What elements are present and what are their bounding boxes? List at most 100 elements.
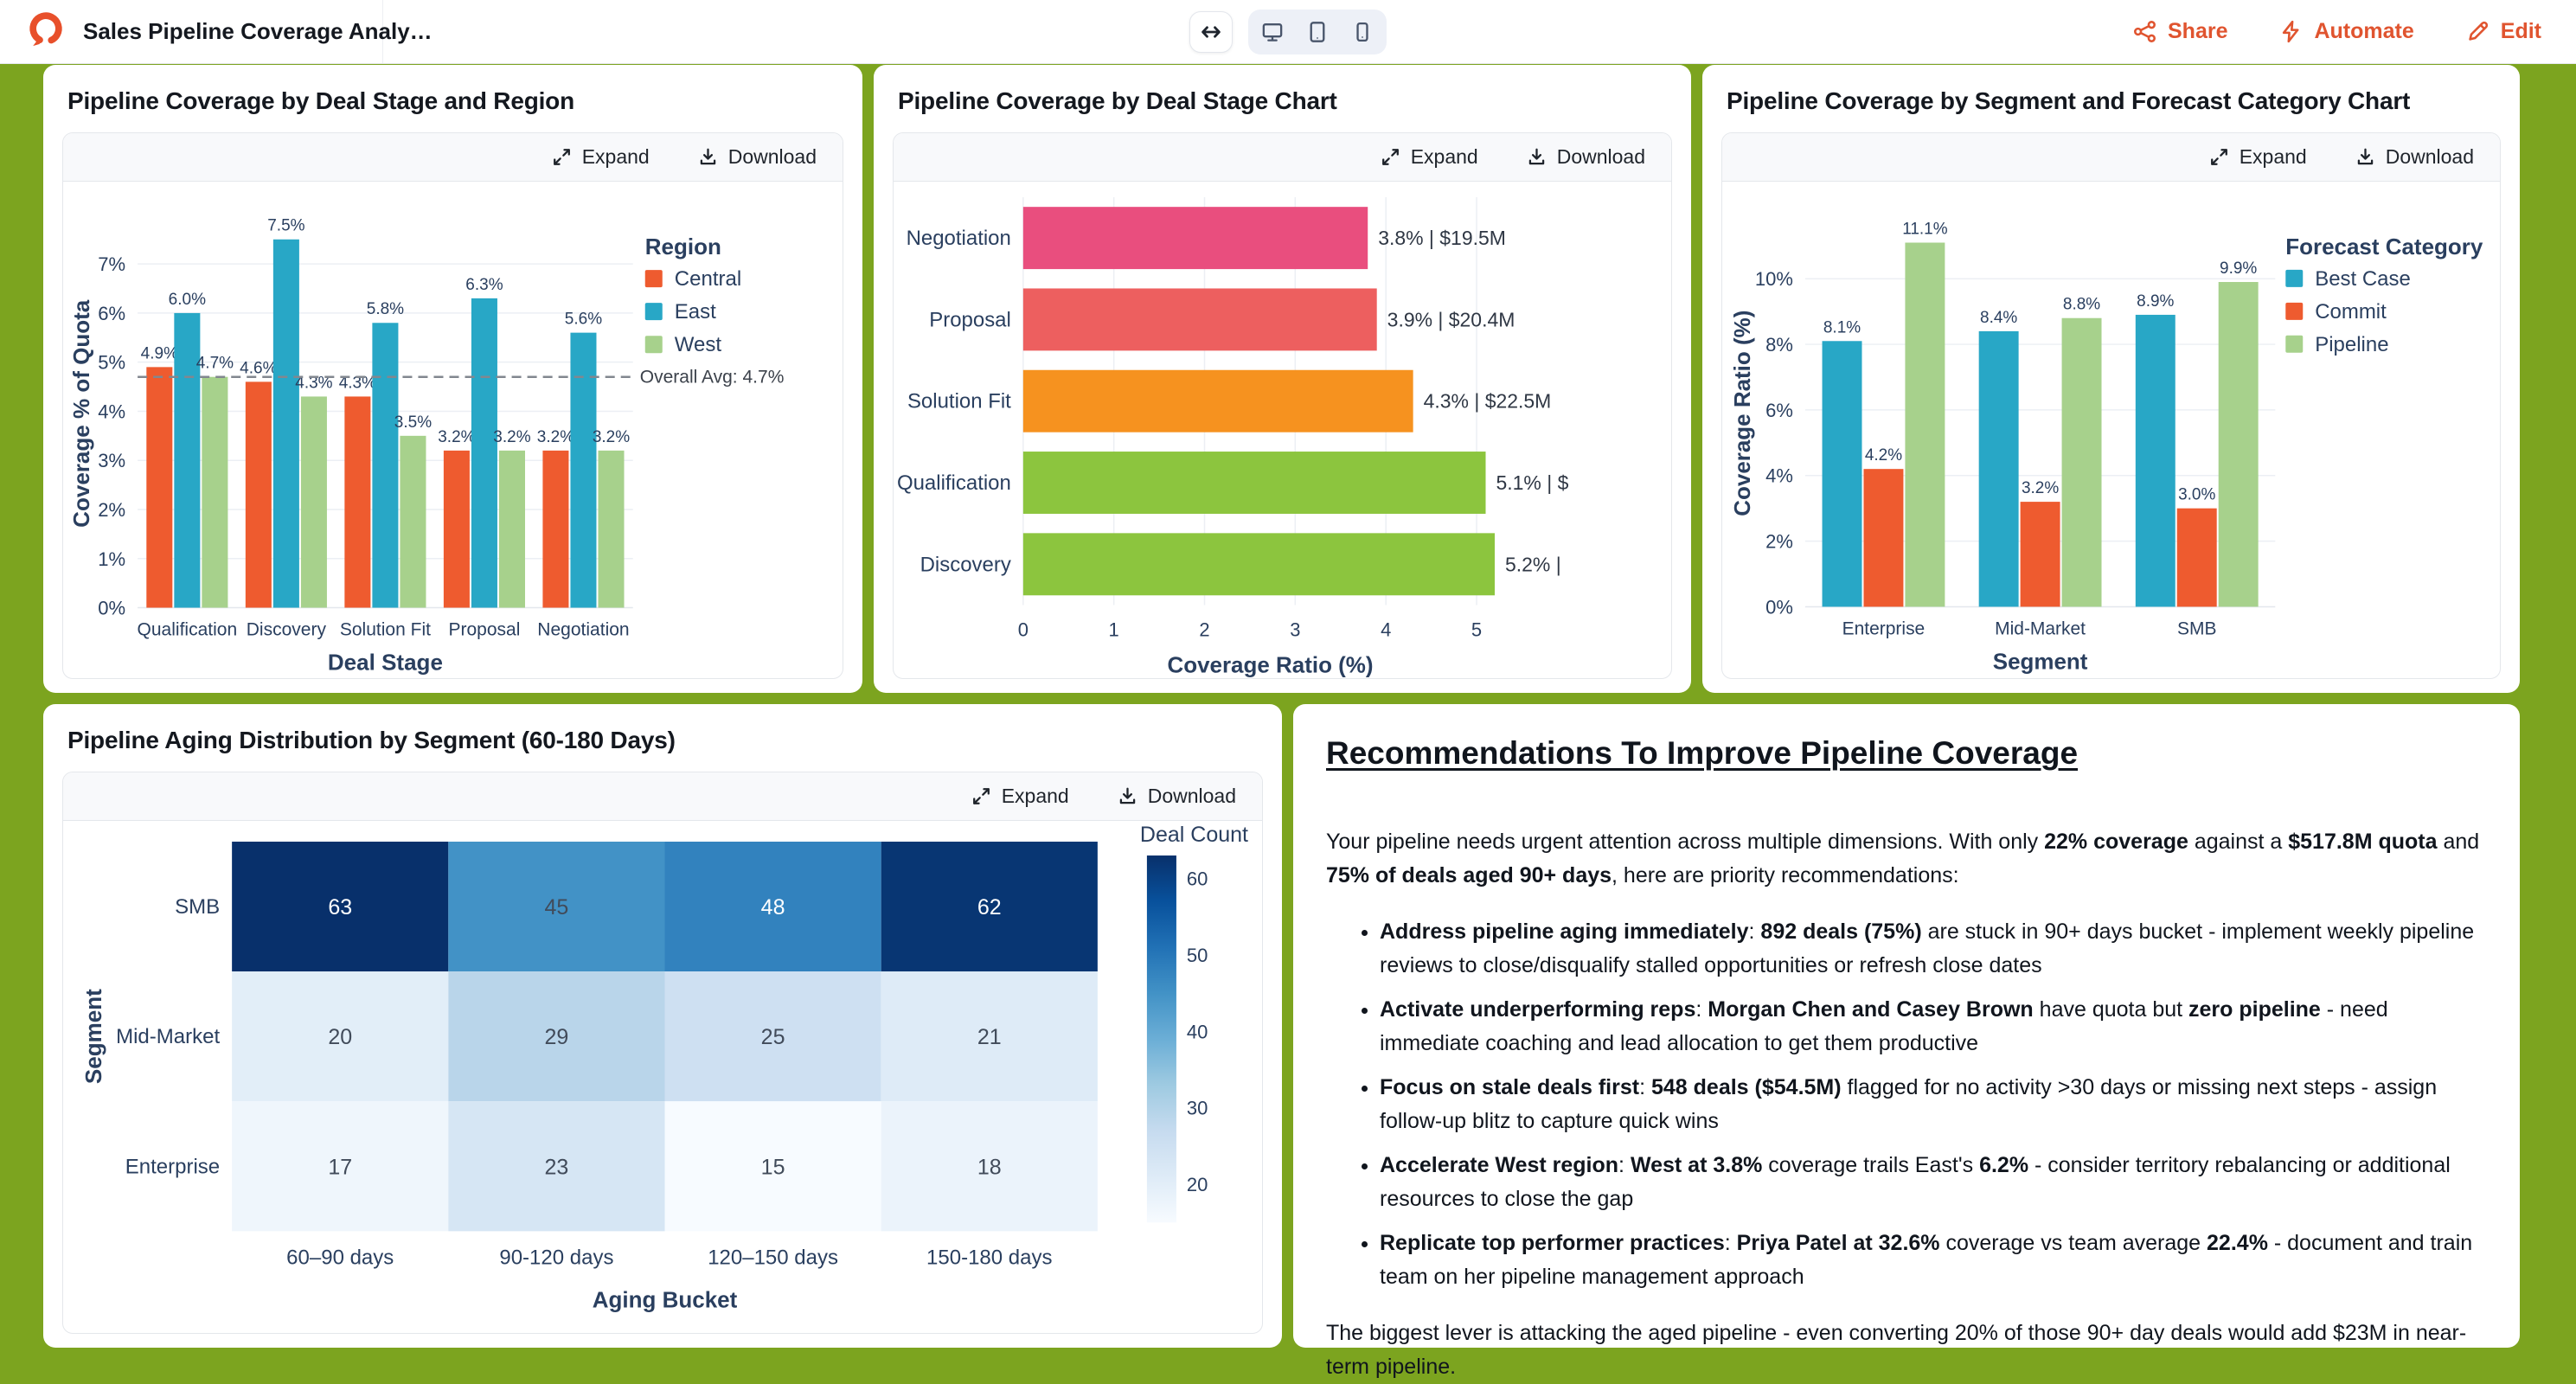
svg-text:48: 48 <box>761 895 785 919</box>
desktop-preview-button[interactable] <box>1253 14 1292 50</box>
tablet-preview-button[interactable] <box>1298 14 1337 50</box>
download-icon <box>1119 787 1135 804</box>
chart-area: 0% 1% 2% 3% 4% 5% 6% 7% Qualification 4.9% 6.0% 4.7… <box>63 182 843 678</box>
svg-text:5.8%: 5.8% <box>367 300 404 318</box>
expand-icon <box>2210 149 2227 165</box>
svg-text:Mid-Market: Mid-Market <box>1995 618 2086 638</box>
download-button[interactable]: Download <box>1118 785 1236 808</box>
svg-text:40: 40 <box>1187 1021 1208 1042</box>
tile-recommendations: Recommendations To Improve Pipeline Cove… <box>1293 704 2520 1379</box>
recommendations-body: Your pipeline needs urgent attention acr… <box>1326 825 2487 1384</box>
recommendation-item: Accelerate West region: West at 3.8% cov… <box>1380 1149 2487 1216</box>
svg-text:2%: 2% <box>1765 531 1793 553</box>
expand-label: Expand <box>1410 145 1478 168</box>
dashboard-title: Sales Pipeline Coverage Analy… <box>83 18 433 44</box>
omni-logo-icon <box>26 9 66 54</box>
expand-button[interactable]: Expand <box>552 145 650 169</box>
expand-icon <box>553 149 570 165</box>
aging-heatmap-chart: SMB 63 45 48 62 Mid-Market 20 29 25 21 Enterprise 1… <box>80 823 1248 1312</box>
svg-text:60: 60 <box>1187 868 1208 890</box>
svg-text:63: 63 <box>328 895 352 919</box>
download-label: Download <box>1556 145 1645 168</box>
svg-text:8.1%: 8.1% <box>1823 318 1861 336</box>
svg-text:25: 25 <box>761 1025 785 1049</box>
svg-text:Coverage Ratio (%): Coverage Ratio (%) <box>1729 311 1755 516</box>
widget-toolbar: Expand Download <box>1722 133 2500 182</box>
svg-text:4: 4 <box>1381 618 1391 640</box>
svg-text:1: 1 <box>1109 618 1119 640</box>
recommendations-list: Address pipeline aging immediately: 892 … <box>1326 915 2487 1294</box>
svg-text:2: 2 <box>1199 618 1209 640</box>
svg-text:4%: 4% <box>1765 465 1793 487</box>
svg-text:21: 21 <box>977 1025 1002 1049</box>
svg-text:Proposal: Proposal <box>448 620 520 640</box>
recommendation-item: Activate underperforming reps: Morgan Ch… <box>1380 993 2487 1060</box>
expand-button[interactable]: Expand <box>971 785 1069 808</box>
expand-icon <box>972 788 990 804</box>
svg-text:150-180 days: 150-180 days <box>926 1246 1052 1269</box>
chart-area: 0% 2% 4% 6% 8% 10% Enterprise 8.1% 4.2% 11.1% Mid-… <box>1722 182 2500 678</box>
download-icon <box>1528 148 1544 165</box>
expand-button[interactable]: Expand <box>2209 145 2307 169</box>
download-label: Download <box>727 145 817 168</box>
svg-text:11.1%: 11.1% <box>1902 221 1948 239</box>
svg-text:Segment: Segment <box>1993 648 2088 674</box>
svg-text:30: 30 <box>1187 1098 1208 1119</box>
svg-text:Central: Central <box>675 267 741 291</box>
layout-controls <box>1189 9 1387 54</box>
expand-label: Expand <box>581 145 650 168</box>
svg-text:Qualification: Qualification <box>897 471 1011 495</box>
automate-label: Automate <box>2314 19 2414 43</box>
svg-text:6%: 6% <box>1765 400 1793 421</box>
download-button[interactable]: Download <box>698 145 817 169</box>
segment-forecast-bar-chart: 0% 2% 4% 6% 8% 10% Enterprise 8.1% 4.2% 11.1% Mid-… <box>1729 221 2483 675</box>
svg-text:Negotiation: Negotiation <box>907 227 1011 250</box>
svg-text:6.0%: 6.0% <box>169 291 206 309</box>
edit-button[interactable]: Edit <box>2466 19 2541 44</box>
svg-text:4.9%: 4.9% <box>141 344 178 362</box>
mobile-preview-button[interactable] <box>1342 14 1382 50</box>
share-button[interactable]: Share <box>2133 19 2227 44</box>
svg-text:17: 17 <box>328 1155 352 1179</box>
stage-region-bar-chart: 0% 1% 2% 3% 4% 5% 6% 7% Qualification 4.9% 6.0% 4.7… <box>68 217 784 676</box>
svg-text:3.2%: 3.2% <box>537 428 574 446</box>
svg-text:5.1% | $: 5.1% | $ <box>1496 471 1568 494</box>
chart-widget: Expand Download 0% 1% 2% 3% 4% 5% 6% 7% Qualific… <box>62 132 843 679</box>
svg-text:7%: 7% <box>98 253 125 275</box>
deal-stage-hbar-chart: 0 1 2 3 4 5 Negotiation 3.8% | $19.5M Proposal 3.… <box>897 196 1569 677</box>
svg-text:Solution Fit: Solution Fit <box>340 620 431 640</box>
download-button[interactable]: Download <box>2355 145 2474 169</box>
svg-text:3%: 3% <box>98 450 125 471</box>
expand-button[interactable]: Expand <box>1381 145 1478 169</box>
tile-title: Pipeline Aging Distribution by Segment (… <box>67 727 676 753</box>
svg-text:4.2%: 4.2% <box>1865 446 1902 465</box>
expand-label: Expand <box>1001 785 1069 807</box>
svg-text:9.9%: 9.9% <box>2220 260 2257 278</box>
expand-icon <box>1381 149 1399 165</box>
svg-text:10%: 10% <box>1755 268 1793 290</box>
svg-text:29: 29 <box>545 1025 569 1049</box>
svg-text:0%: 0% <box>1765 596 1793 618</box>
svg-text:120–150 days: 120–150 days <box>708 1246 838 1269</box>
widget-toolbar: Expand Download <box>63 772 1262 821</box>
svg-text:3: 3 <box>1290 618 1300 640</box>
svg-text:Aging Bucket: Aging Bucket <box>593 1286 738 1312</box>
svg-text:3.2%: 3.2% <box>2022 479 2059 497</box>
recommendation-item: Address pipeline aging immediately: 892 … <box>1380 915 2487 983</box>
automate-button[interactable]: Automate <box>2279 19 2414 44</box>
download-icon <box>2357 148 2373 165</box>
svg-text:Deal Count: Deal Count <box>1140 823 1248 847</box>
svg-text:Qualification: Qualification <box>138 620 238 640</box>
svg-text:3.8% | $19.5M: 3.8% | $19.5M <box>1378 227 1506 249</box>
svg-text:Coverage Ratio (%): Coverage Ratio (%) <box>1167 651 1373 677</box>
svg-text:3.0%: 3.0% <box>2178 486 2215 504</box>
svg-text:4.6%: 4.6% <box>240 359 277 377</box>
chart-widget: Expand Download SMB 63 45 48 62 Mid-Market 20 2… <box>62 772 1263 1334</box>
svg-text:20: 20 <box>328 1025 352 1049</box>
resize-width-button[interactable] <box>1189 10 1233 53</box>
svg-text:8.8%: 8.8% <box>2063 296 2100 314</box>
svg-text:Enterprise: Enterprise <box>125 1155 220 1178</box>
recommendation-item: Replicate top performer practices: Priya… <box>1380 1227 2487 1294</box>
download-button[interactable]: Download <box>1527 145 1645 169</box>
tile-title: Pipeline Coverage by Deal Stage and Regi… <box>67 87 574 114</box>
